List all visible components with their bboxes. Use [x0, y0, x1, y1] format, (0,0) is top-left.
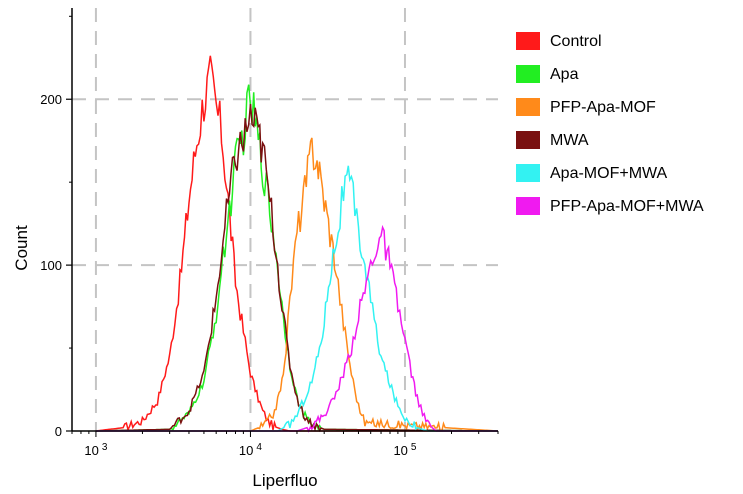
y-axis-title: Count: [12, 225, 31, 271]
legend-label-5: PFP-Apa-MOF+MWA: [550, 198, 704, 215]
y-tick-label-2: 200: [40, 92, 62, 107]
x-tick-label-0: 10 3: [84, 442, 107, 458]
grid-lines: [72, 8, 498, 431]
legend-swatch-4: [516, 164, 540, 182]
x-tick-label-1: 10 4: [239, 442, 262, 458]
legend-swatch-1: [516, 65, 540, 83]
ticks: 0 100 200 10 3 10 4 10 5: [40, 15, 499, 458]
y-tick-label-0: 0: [55, 424, 62, 439]
legend-swatch-5: [516, 197, 540, 215]
x-axis-title: Liperfluo: [252, 471, 317, 490]
legend-label-2: PFP-Apa-MOF: [550, 99, 656, 116]
legend-label-3: MWA: [550, 132, 589, 149]
legend-swatch-0: [516, 32, 540, 50]
legend-swatch-2: [516, 98, 540, 116]
legend-swatch-3: [516, 131, 540, 149]
legend-label-1: Apa: [550, 66, 579, 83]
legend-label-4: Apa-MOF+MWA: [550, 165, 668, 182]
x-tick-label-2: 10 5: [393, 442, 416, 458]
legend-label-0: Control: [550, 33, 602, 50]
axes: [71, 8, 498, 432]
legend: Control Apa PFP-Apa-MOF MWA Apa-MOF+MWA PFP-A…: [516, 32, 704, 215]
y-tick-label-1: 100: [40, 258, 62, 273]
